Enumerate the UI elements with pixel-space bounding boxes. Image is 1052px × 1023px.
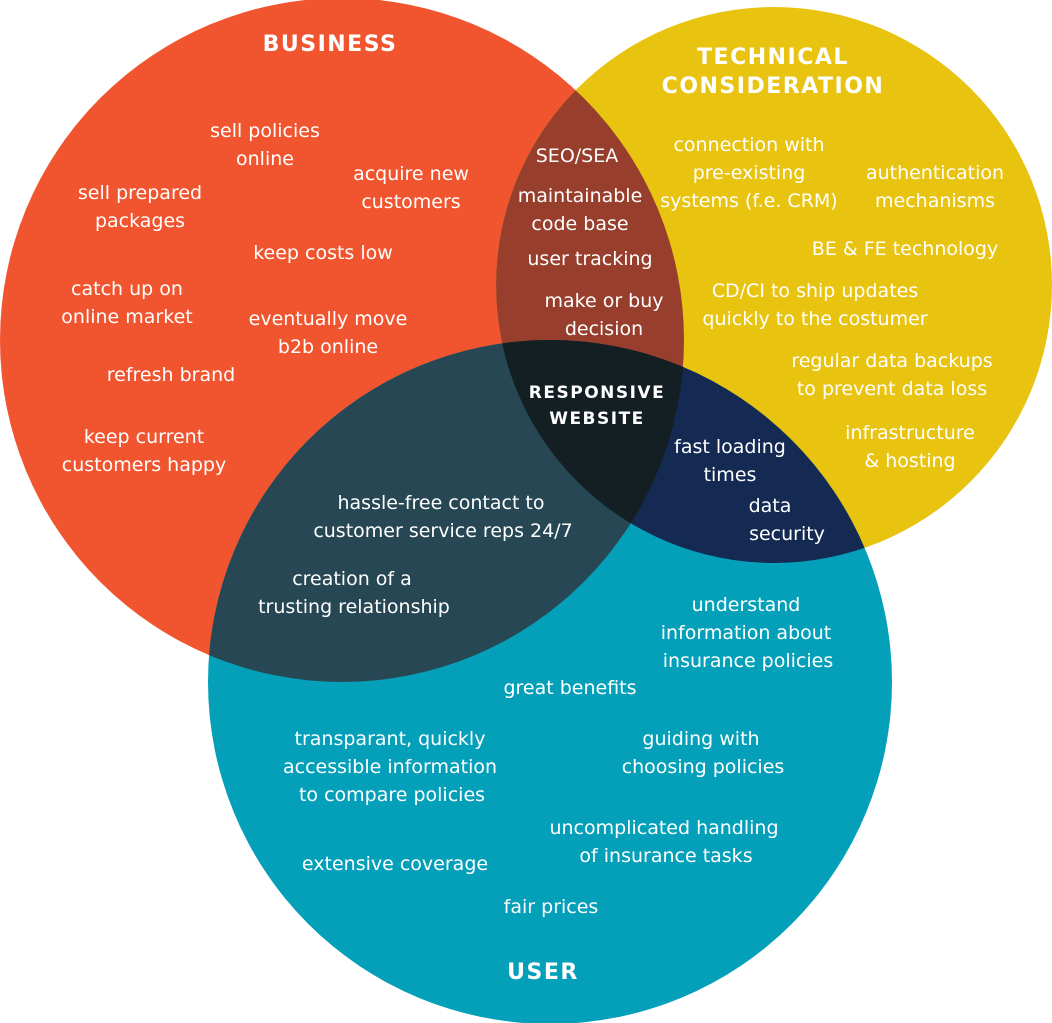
business-item: catch up on online market xyxy=(61,278,192,328)
technical-item: CD/CI to ship updates quickly to the cost… xyxy=(702,280,927,330)
technical-title-line2: CONSIDERATION xyxy=(662,74,885,99)
business-user-item: creation of a trusting relationship xyxy=(258,568,450,618)
business-technical-item: SEO/SEA xyxy=(536,145,619,167)
business-item: sell prepared packages xyxy=(78,182,202,232)
business-item: sell policies online xyxy=(210,120,320,170)
technical-items: connection with pre-existing systems (f.e.… xyxy=(660,134,1004,472)
technical-item: infrastructure & hosting xyxy=(845,422,975,472)
business-item: refresh brand xyxy=(107,364,235,386)
business-title: BUSINESS xyxy=(263,32,398,57)
business-item: eventually move b2b online xyxy=(249,308,408,358)
business-technical-item: user tracking xyxy=(527,248,652,270)
user-item: understand information about insurance pol… xyxy=(661,594,834,672)
technical-user-item: fast loading times xyxy=(674,436,786,486)
technical-item: BE & FE technology xyxy=(812,238,998,260)
user-item: guiding with choosing policies xyxy=(622,728,785,778)
business-user-item: hassle-free contact to customer service r… xyxy=(313,492,572,542)
business-technical-item: maintainable code base xyxy=(518,185,643,235)
technical-user-items: fast loading times data security xyxy=(674,436,825,545)
business-item: keep current customers happy xyxy=(62,426,226,476)
user-item: fair prices xyxy=(504,896,599,918)
business-user-overlap xyxy=(208,340,684,682)
center-title-line1: RESPONSIVE xyxy=(529,383,665,403)
business-technical-item: make or buy decision xyxy=(544,290,663,340)
technical-title-line1: TECHNICAL xyxy=(697,45,849,70)
business-item: acquire new customers xyxy=(353,163,469,213)
business-technical-items: SEO/SEA maintainable code base user track… xyxy=(518,145,664,340)
technical-item: authentication mechanisms xyxy=(866,162,1004,212)
center-title-line2: WEBSITE xyxy=(549,409,645,429)
business-user-items: hassle-free contact to customer service r… xyxy=(258,492,573,618)
technical-item: connection with pre-existing systems (f.e.… xyxy=(660,134,837,212)
user-item: uncomplicated handling of insurance tasks xyxy=(549,817,778,867)
technical-user-item: data security xyxy=(749,495,825,545)
business-items: sell policies online acquire new customers… xyxy=(61,120,469,476)
user-items: understand information about insurance pol… xyxy=(283,594,833,918)
user-item: great benefits xyxy=(503,677,636,699)
user-item: transparant, quickly accessible informati… xyxy=(283,728,497,806)
business-item: keep costs low xyxy=(253,242,393,264)
user-item: extensive coverage xyxy=(302,853,488,875)
technical-item: regular data backups to prevent data loss xyxy=(791,350,992,400)
user-title: USER xyxy=(507,960,579,985)
